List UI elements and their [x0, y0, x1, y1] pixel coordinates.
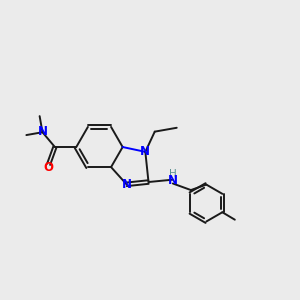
Text: N: N — [140, 145, 150, 158]
Text: N: N — [38, 125, 47, 138]
Text: N: N — [168, 174, 178, 187]
Text: O: O — [44, 161, 54, 174]
Text: N: N — [122, 178, 132, 191]
Text: H: H — [169, 169, 177, 179]
